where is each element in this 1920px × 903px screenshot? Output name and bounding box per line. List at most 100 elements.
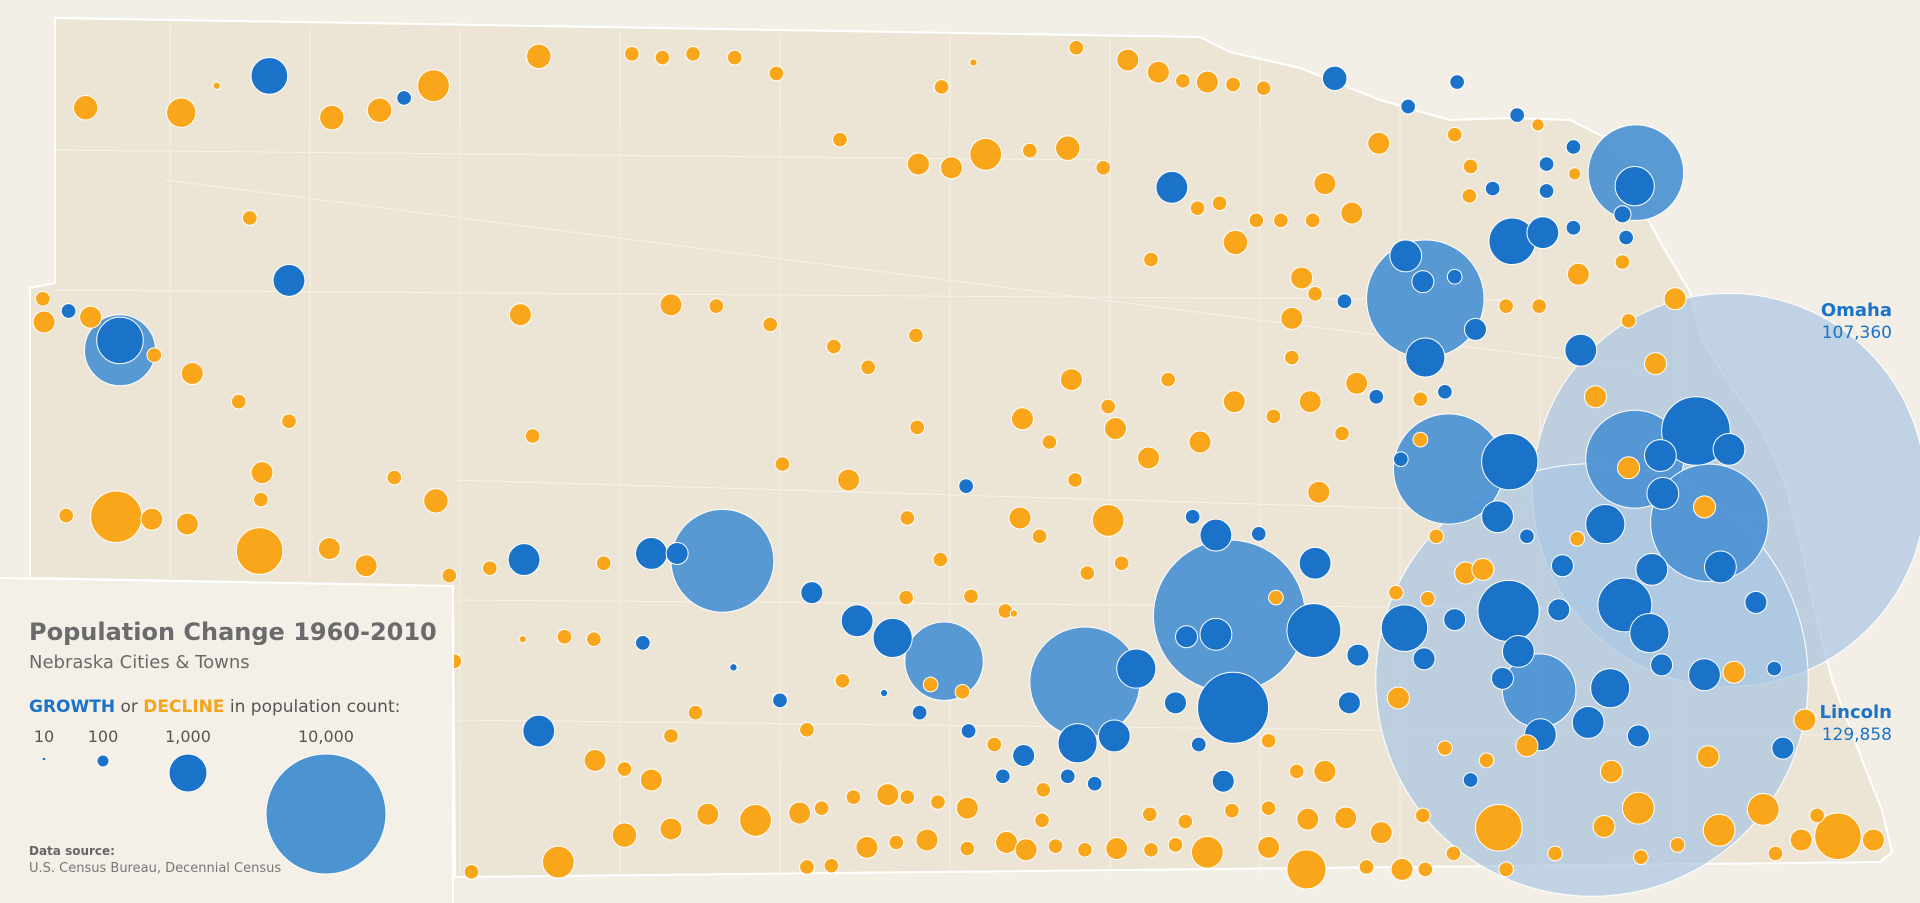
growth-dot xyxy=(1199,617,1233,651)
decline-dot xyxy=(639,768,663,792)
decline-dot xyxy=(518,635,528,644)
decline-dot xyxy=(541,845,575,879)
decline-dot xyxy=(768,65,785,82)
decline-dot xyxy=(1177,813,1194,830)
growth-dot xyxy=(522,714,556,748)
growth-dot xyxy=(1411,270,1435,294)
decline-dot xyxy=(1041,434,1058,450)
decline-dot xyxy=(659,293,683,317)
growth-dot xyxy=(1057,723,1098,764)
decline-dot xyxy=(1307,286,1323,302)
decline-dot xyxy=(1367,131,1391,155)
decline-dot xyxy=(1340,201,1364,225)
decline-dot xyxy=(1265,408,1282,425)
decline-dot xyxy=(1358,859,1375,875)
decline-dot xyxy=(1592,815,1616,839)
decline-dot xyxy=(1793,708,1817,732)
growth-dot xyxy=(1012,743,1036,768)
growth-dot xyxy=(1550,554,1574,578)
decline-dot xyxy=(212,81,221,90)
decline-dot xyxy=(1475,803,1523,852)
decline-dot xyxy=(35,290,51,307)
growth-dot xyxy=(1571,706,1605,739)
growth-dot xyxy=(635,537,668,570)
decline-dot xyxy=(1669,837,1686,853)
decline-dot xyxy=(1091,503,1125,537)
decline-dot xyxy=(1296,807,1320,831)
decline-dot xyxy=(762,316,779,333)
decline-dot xyxy=(252,491,269,508)
decline-dot xyxy=(1034,812,1050,829)
decline-dot xyxy=(1286,849,1327,890)
growth-dot xyxy=(665,541,689,565)
decline-dot xyxy=(1143,251,1159,268)
decline-dot xyxy=(1569,530,1585,547)
growth-dot xyxy=(1190,736,1207,753)
decline-dot xyxy=(1498,298,1514,314)
decline-dot xyxy=(915,828,939,852)
decline-dot xyxy=(175,512,199,536)
growth-dot xyxy=(1565,139,1582,155)
decline-dot xyxy=(799,859,815,875)
growth-dot xyxy=(1097,719,1131,753)
decline-dot xyxy=(1531,298,1548,314)
decline-dot xyxy=(899,510,916,526)
growth-dot xyxy=(1449,74,1465,90)
growth-dot xyxy=(995,768,1011,785)
decline-dot xyxy=(1614,254,1631,270)
decline-dot xyxy=(32,310,56,334)
decline-dot xyxy=(1437,740,1453,757)
growth-dot xyxy=(96,316,144,365)
decline-dot xyxy=(1268,589,1284,606)
legend-size-circle xyxy=(41,756,47,762)
decline-dot xyxy=(888,834,905,851)
decline-dot xyxy=(1188,430,1212,454)
legend-heading: GROWTH or DECLINE in population count: xyxy=(29,697,400,717)
decline-dot xyxy=(1077,841,1093,858)
decline-dot xyxy=(687,704,704,721)
decline-dot xyxy=(1307,480,1331,504)
growth-dot xyxy=(1626,724,1650,748)
decline-dot xyxy=(898,589,914,606)
decline-dot xyxy=(1283,349,1300,366)
growth-dot xyxy=(1336,293,1353,310)
legend-size-label: 1,000 xyxy=(165,727,211,746)
decline-dot xyxy=(876,783,900,807)
decline-dot xyxy=(1415,807,1431,824)
decline-dot xyxy=(654,49,671,66)
growth-dot xyxy=(1614,166,1655,207)
growth-dot xyxy=(1585,503,1626,545)
decline-dot xyxy=(1746,792,1780,826)
decline-dot xyxy=(1167,837,1184,853)
growth-dot xyxy=(1462,772,1479,788)
growth-dot xyxy=(1337,691,1361,715)
growth-dot xyxy=(1184,508,1201,525)
decline-dot xyxy=(1222,229,1249,256)
decline-dot xyxy=(1280,306,1304,330)
growth-dot xyxy=(1771,736,1795,760)
decline-dot xyxy=(1390,857,1414,881)
decline-dot xyxy=(1257,835,1281,859)
growth-dot xyxy=(1712,432,1746,466)
decline-dot xyxy=(1304,212,1321,229)
decline-dot xyxy=(922,676,939,693)
growth-dot xyxy=(800,581,824,605)
decline-dot xyxy=(799,721,815,738)
decline-dot xyxy=(685,46,701,62)
legend-size-label: 10,000 xyxy=(298,727,354,746)
decline-dot xyxy=(1663,287,1687,311)
decline-dot xyxy=(663,728,679,744)
decline-dot xyxy=(969,58,978,67)
decline-dot xyxy=(235,527,284,575)
decline-dot xyxy=(146,347,163,363)
growth-dot xyxy=(1481,432,1539,491)
decline-dot xyxy=(1047,838,1064,854)
growth-dot xyxy=(1197,671,1270,744)
decline-dot xyxy=(1225,76,1241,93)
legend-size-circle xyxy=(96,754,110,768)
decline-dot xyxy=(837,468,861,492)
growth-dot xyxy=(396,90,412,106)
decline-dot xyxy=(1531,118,1545,132)
growth-dot xyxy=(1463,317,1488,341)
decline-dot xyxy=(1079,565,1096,581)
